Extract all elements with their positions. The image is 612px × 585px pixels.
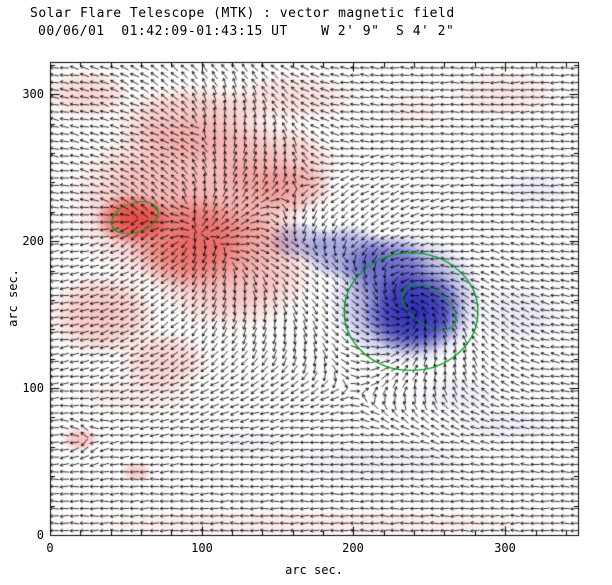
x-axis-label: arc sec. <box>285 563 343 577</box>
y-axis-label: arc sec. <box>6 269 20 327</box>
y-tick-label-200: 200 <box>22 234 44 248</box>
chart-subtitle: 00/06/01 01:42:09-01:43:15 UT W 2' 9" S … <box>38 24 455 39</box>
x-tick-label-300: 300 <box>494 541 516 555</box>
chart-title: Solar Flare Telescope (MTK) : vector mag… <box>30 6 455 21</box>
y-tick-label-0: 0 <box>36 528 44 542</box>
x-tick-label-100: 100 <box>191 541 213 555</box>
y-tick-label-100: 100 <box>22 381 44 395</box>
x-tick-label-200: 200 <box>342 541 364 555</box>
y-tick-label-300: 300 <box>22 87 44 101</box>
x-tick-label-0: 0 <box>46 541 54 555</box>
